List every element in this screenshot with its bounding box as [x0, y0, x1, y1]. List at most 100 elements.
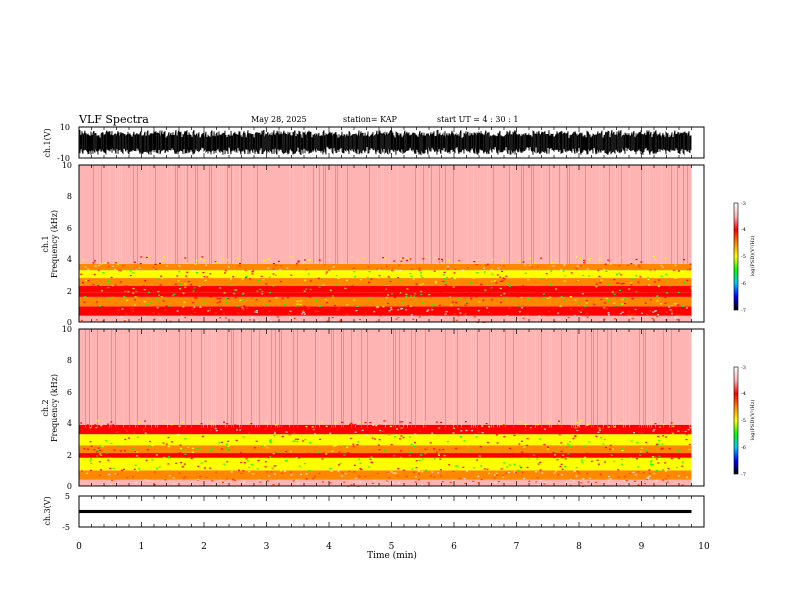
spec-speckle	[628, 295, 631, 297]
spec-speckle	[378, 449, 381, 451]
spec-speckle	[112, 424, 115, 426]
spec-speckle	[526, 438, 529, 440]
spec-speckle	[401, 421, 404, 423]
ch1-ylabel: ch.1(V)	[43, 128, 52, 157]
spec-speckle	[274, 264, 277, 266]
spec-speckle	[153, 471, 156, 473]
spec-streak	[377, 165, 378, 264]
spec-speckle	[517, 291, 519, 293]
spec-speckle	[292, 440, 295, 442]
spec-streak	[661, 165, 662, 264]
spec-speckle	[418, 316, 421, 318]
spec-speckle	[652, 311, 655, 313]
spec-speckle	[150, 428, 153, 430]
spec-streak	[453, 329, 454, 428]
spec-speckle	[269, 292, 272, 294]
spec-streak	[641, 165, 642, 264]
spec-speckle	[243, 462, 246, 464]
spec-speckle	[354, 276, 357, 278]
spec-speckle	[126, 289, 129, 291]
spec-speckle	[168, 455, 171, 457]
spec-speckle	[116, 263, 119, 265]
spec-speckle	[524, 423, 527, 425]
spec-speckle	[509, 285, 511, 287]
spec-speckle	[405, 476, 408, 478]
spec-speckle	[389, 280, 392, 283]
spec-speckle	[665, 280, 667, 282]
spec-speckle	[408, 455, 411, 457]
spec-speckle	[295, 263, 298, 265]
spec-speckle	[574, 435, 577, 437]
spec-speckle	[614, 318, 616, 320]
spec-speckle	[588, 275, 591, 277]
spec-speckle	[501, 280, 504, 282]
spec-speckle	[495, 472, 498, 474]
spec-speckle	[314, 433, 316, 435]
spec-speckle	[169, 320, 172, 322]
spec-speckle	[209, 467, 212, 469]
spec-speckle	[302, 440, 305, 442]
spec-speckle	[499, 301, 502, 303]
spec-speckle	[184, 283, 187, 285]
spec-speckle	[158, 294, 160, 296]
spec-speckle	[210, 429, 213, 431]
spec-streak	[403, 329, 404, 428]
spec-speckle	[500, 294, 503, 296]
ch2-spec-ytick-4: 4	[67, 419, 72, 428]
spec-speckle	[651, 456, 654, 458]
spec-speckle	[580, 482, 583, 484]
spec-speckle	[308, 295, 311, 297]
spec-speckle	[360, 468, 363, 471]
spec-speckle	[607, 479, 610, 481]
spec-speckle	[376, 472, 379, 474]
ch1-waveform-trace	[78, 128, 692, 156]
spec-streak	[655, 329, 656, 428]
spec-speckle	[650, 463, 653, 465]
spec-streak	[119, 165, 120, 264]
spec-speckle	[105, 427, 108, 429]
spec-speckle	[171, 441, 174, 443]
spec-streak	[239, 329, 240, 428]
spec-speckle	[225, 443, 228, 445]
spec-speckle	[108, 457, 111, 459]
spec-speckle	[597, 463, 600, 465]
spec-speckle	[405, 295, 408, 297]
spec-speckle	[341, 434, 344, 436]
ch2-spec-ytick-8: 8	[67, 356, 72, 365]
spec-speckle	[155, 271, 158, 273]
spec-speckle	[495, 434, 498, 436]
spec-speckle	[543, 428, 546, 430]
spec-speckle	[621, 303, 624, 305]
spec-speckle	[536, 266, 539, 268]
spec-speckle	[440, 258, 443, 260]
spec-speckle	[502, 277, 505, 279]
spec-speckle	[314, 475, 316, 478]
spec-speckle	[584, 456, 587, 458]
spec-speckle	[181, 421, 184, 423]
colorbar-ch2: -3 -4 -5 -6 -7 log(PSD)(V²/Hz)	[733, 365, 756, 478]
spec-speckle	[395, 269, 398, 271]
spec-speckle	[623, 475, 626, 478]
spec-streak	[313, 165, 314, 264]
spec-speckle	[193, 306, 196, 308]
spec-speckle	[156, 307, 159, 309]
spec-speckle	[581, 308, 584, 310]
spec-streak	[629, 329, 630, 428]
spec-streak	[569, 165, 570, 264]
spec-speckle	[229, 435, 232, 437]
spec-speckle	[254, 311, 257, 313]
spec-speckle	[435, 451, 438, 453]
ch2-spec-ytick-0: 0	[67, 482, 72, 491]
cb1-tick-m5: -5	[741, 254, 746, 260]
spec-speckle	[267, 267, 270, 269]
spec-speckle	[455, 447, 458, 449]
spec-streak	[337, 165, 338, 264]
spec-speckle	[670, 422, 673, 424]
spec-streak	[677, 165, 678, 264]
spec-speckle	[583, 290, 586, 292]
spec-speckle	[473, 261, 476, 263]
spec-speckle	[160, 260, 163, 262]
spec-speckle	[523, 457, 526, 459]
spec-speckle	[567, 462, 570, 464]
spec-speckle	[446, 277, 448, 279]
